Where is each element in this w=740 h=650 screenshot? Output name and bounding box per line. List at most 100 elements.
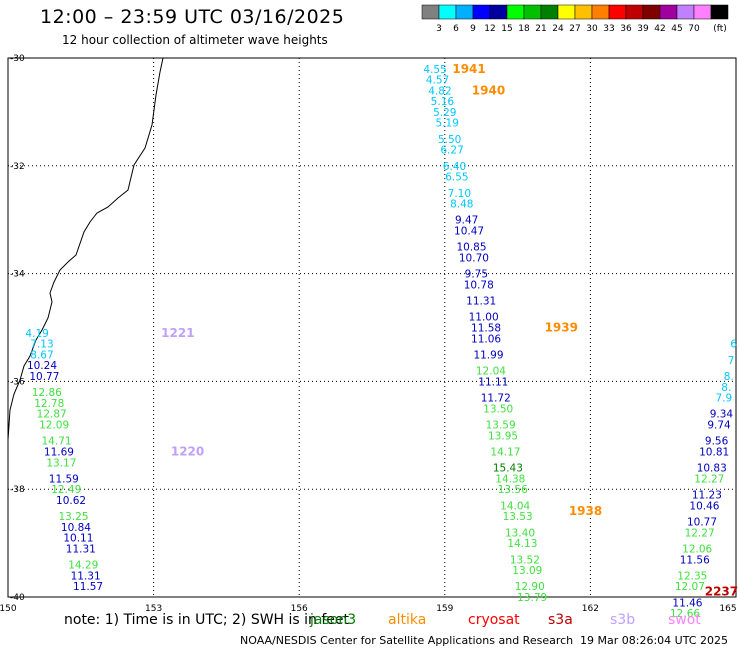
wave-height-label: 9.74 [707, 420, 731, 432]
wave-height-label: 10.77 [29, 371, 59, 383]
wave-height-label: 13.59 [486, 420, 516, 432]
wave-height-label: 12.27 [694, 473, 724, 485]
colorbar-label: 9 [470, 24, 476, 34]
wave-height-label: 15.43 [493, 463, 523, 475]
wave-height-label: 4.19 [25, 328, 48, 340]
wave-height-label: 11.11 [478, 376, 508, 388]
wave-height-label: 13.50 [483, 403, 513, 415]
colorbar-label: 45 [671, 24, 682, 34]
colorbar-label: (ft) [713, 24, 727, 34]
wave-height-label: 12.27 [685, 527, 715, 539]
generated-timestamp: 19 Mar 08:26:04 UTC 2025 [580, 634, 728, 647]
colorbar-label: 36 [620, 24, 632, 34]
wave-height-label: 6.40 [443, 161, 466, 173]
wave-height-label: 12.66 [670, 608, 700, 620]
pass-time-label: 1940 [472, 83, 505, 97]
wave-height-label: 10.85 [456, 242, 486, 254]
wave-height-label: 8. [724, 371, 734, 383]
y-tick-label: -34 [10, 270, 25, 280]
colorbar-label: 24 [552, 24, 564, 34]
wave-height-label: 14.17 [490, 446, 520, 458]
x-tick-label: 153 [145, 604, 162, 614]
wave-height-label: 10.84 [61, 522, 91, 534]
wave-height-label: 6.55 [445, 172, 468, 184]
colorbar-label: 33 [603, 24, 614, 34]
map-title: 12:00 – 23:59 UTC 03/16/2025 [40, 6, 345, 28]
wave-height-label: 8.67 [30, 349, 53, 361]
wave-height-label: 7.9 [716, 393, 733, 405]
wave-height-label: 12.90 [515, 581, 545, 593]
wave-height-label: 11.99 [473, 349, 503, 361]
legend-swot: swot [668, 612, 701, 628]
legend-s3a: s3a [548, 612, 573, 628]
credit-line: NOAA/NESDIS Center for Satellite Applica… [240, 634, 574, 647]
wave-height-label: 4.82 [428, 85, 451, 97]
pass-time-label: 1939 [545, 321, 578, 335]
wave-height-label: 11.72 [481, 393, 511, 405]
wave-height-label: 12.87 [37, 409, 67, 421]
legend-jason3: jason3 [310, 612, 357, 628]
colorbar-label: 42 [654, 24, 665, 34]
wave-height-label: 7 [728, 355, 735, 367]
wave-height-label: 12.78 [34, 398, 64, 410]
wave-height-label: 4.57 [426, 75, 449, 87]
y-tick-label: -38 [10, 485, 25, 495]
wave-height-label: 14.04 [500, 500, 530, 512]
wave-height-label: 11.06 [471, 333, 501, 345]
wave-height-label: 11.00 [469, 312, 499, 324]
wave-height-label: 12.09 [39, 420, 69, 432]
coastline [7, 57, 164, 441]
x-tick-label: 162 [582, 604, 599, 614]
wave-height-label: 13.09 [512, 565, 542, 577]
plot-frame [7, 57, 737, 598]
wave-height-label: 11.69 [44, 446, 74, 458]
colorbar-label: 30 [586, 24, 598, 34]
wave-height-label: 7.13 [30, 339, 53, 351]
wave-height-label: 13.40 [505, 527, 535, 539]
wave-height-label: 10.81 [699, 446, 729, 458]
wave-height-label: 4.55 [423, 64, 446, 76]
wave-height-label: 10.77 [687, 517, 717, 529]
wave-height-label: 10.11 [63, 533, 93, 545]
y-tick-label: -30 [10, 54, 25, 64]
colorbar-label: 27 [569, 24, 580, 34]
colorbar: 3 6 9 12 15 18 21 24 27 30 33 36 39 42 45 70 (ft) [421, 4, 729, 34]
x-tick-label: 159 [436, 604, 453, 614]
wave-height-label: 11.56 [680, 554, 710, 566]
wave-height-label: 14.29 [68, 560, 98, 572]
wave-height-label: 5.16 [431, 96, 455, 108]
wave-height-label: 11.59 [49, 473, 79, 485]
colorbar-label: 18 [518, 24, 530, 34]
wave-height-label: 6 [730, 339, 737, 351]
colorbar-label: 3 [436, 24, 442, 34]
wave-height-label: 5.29 [433, 107, 456, 119]
legend-s3b: s3b [610, 612, 636, 628]
wave-height-label: 10.47 [454, 225, 484, 237]
wave-height-label: 7.10 [448, 188, 471, 200]
y-tick-label: -36 [10, 377, 25, 387]
colorbar-label: 21 [535, 24, 546, 34]
pass-time-label: 1938 [569, 504, 602, 518]
legend-cryosat: cryosat [468, 612, 520, 628]
x-tick-label: 150 [0, 604, 17, 614]
wave-height-label: 12.49 [51, 484, 81, 496]
wave-height-label: 6.27 [440, 145, 463, 157]
y-tick-label: -40 [10, 593, 25, 603]
wave-height-label: 11.57 [73, 581, 103, 593]
wave-height-label: 11.58 [471, 323, 501, 335]
wave-height-label: 13.95 [488, 430, 518, 442]
wave-height-label: 9.34 [710, 409, 734, 421]
x-tick-label: 165 [719, 604, 736, 614]
y-tick-label: -32 [10, 162, 25, 172]
wave-height-label: 9.47 [455, 215, 478, 227]
wave-height-label: 12.06 [682, 543, 712, 555]
x-tick-label: 156 [291, 604, 308, 614]
footnote: note: 1) Time is in UTC; 2) SWH is in fe… [64, 612, 350, 628]
wave-height-label: 10.83 [697, 463, 727, 475]
wave-height-label: 11.31 [71, 570, 101, 582]
wave-height-label: 13.17 [46, 457, 76, 469]
wave-height-label: 13.79 [517, 592, 547, 604]
colorbar-label: 6 [453, 24, 459, 34]
wave-height-label: 10.78 [464, 279, 494, 291]
